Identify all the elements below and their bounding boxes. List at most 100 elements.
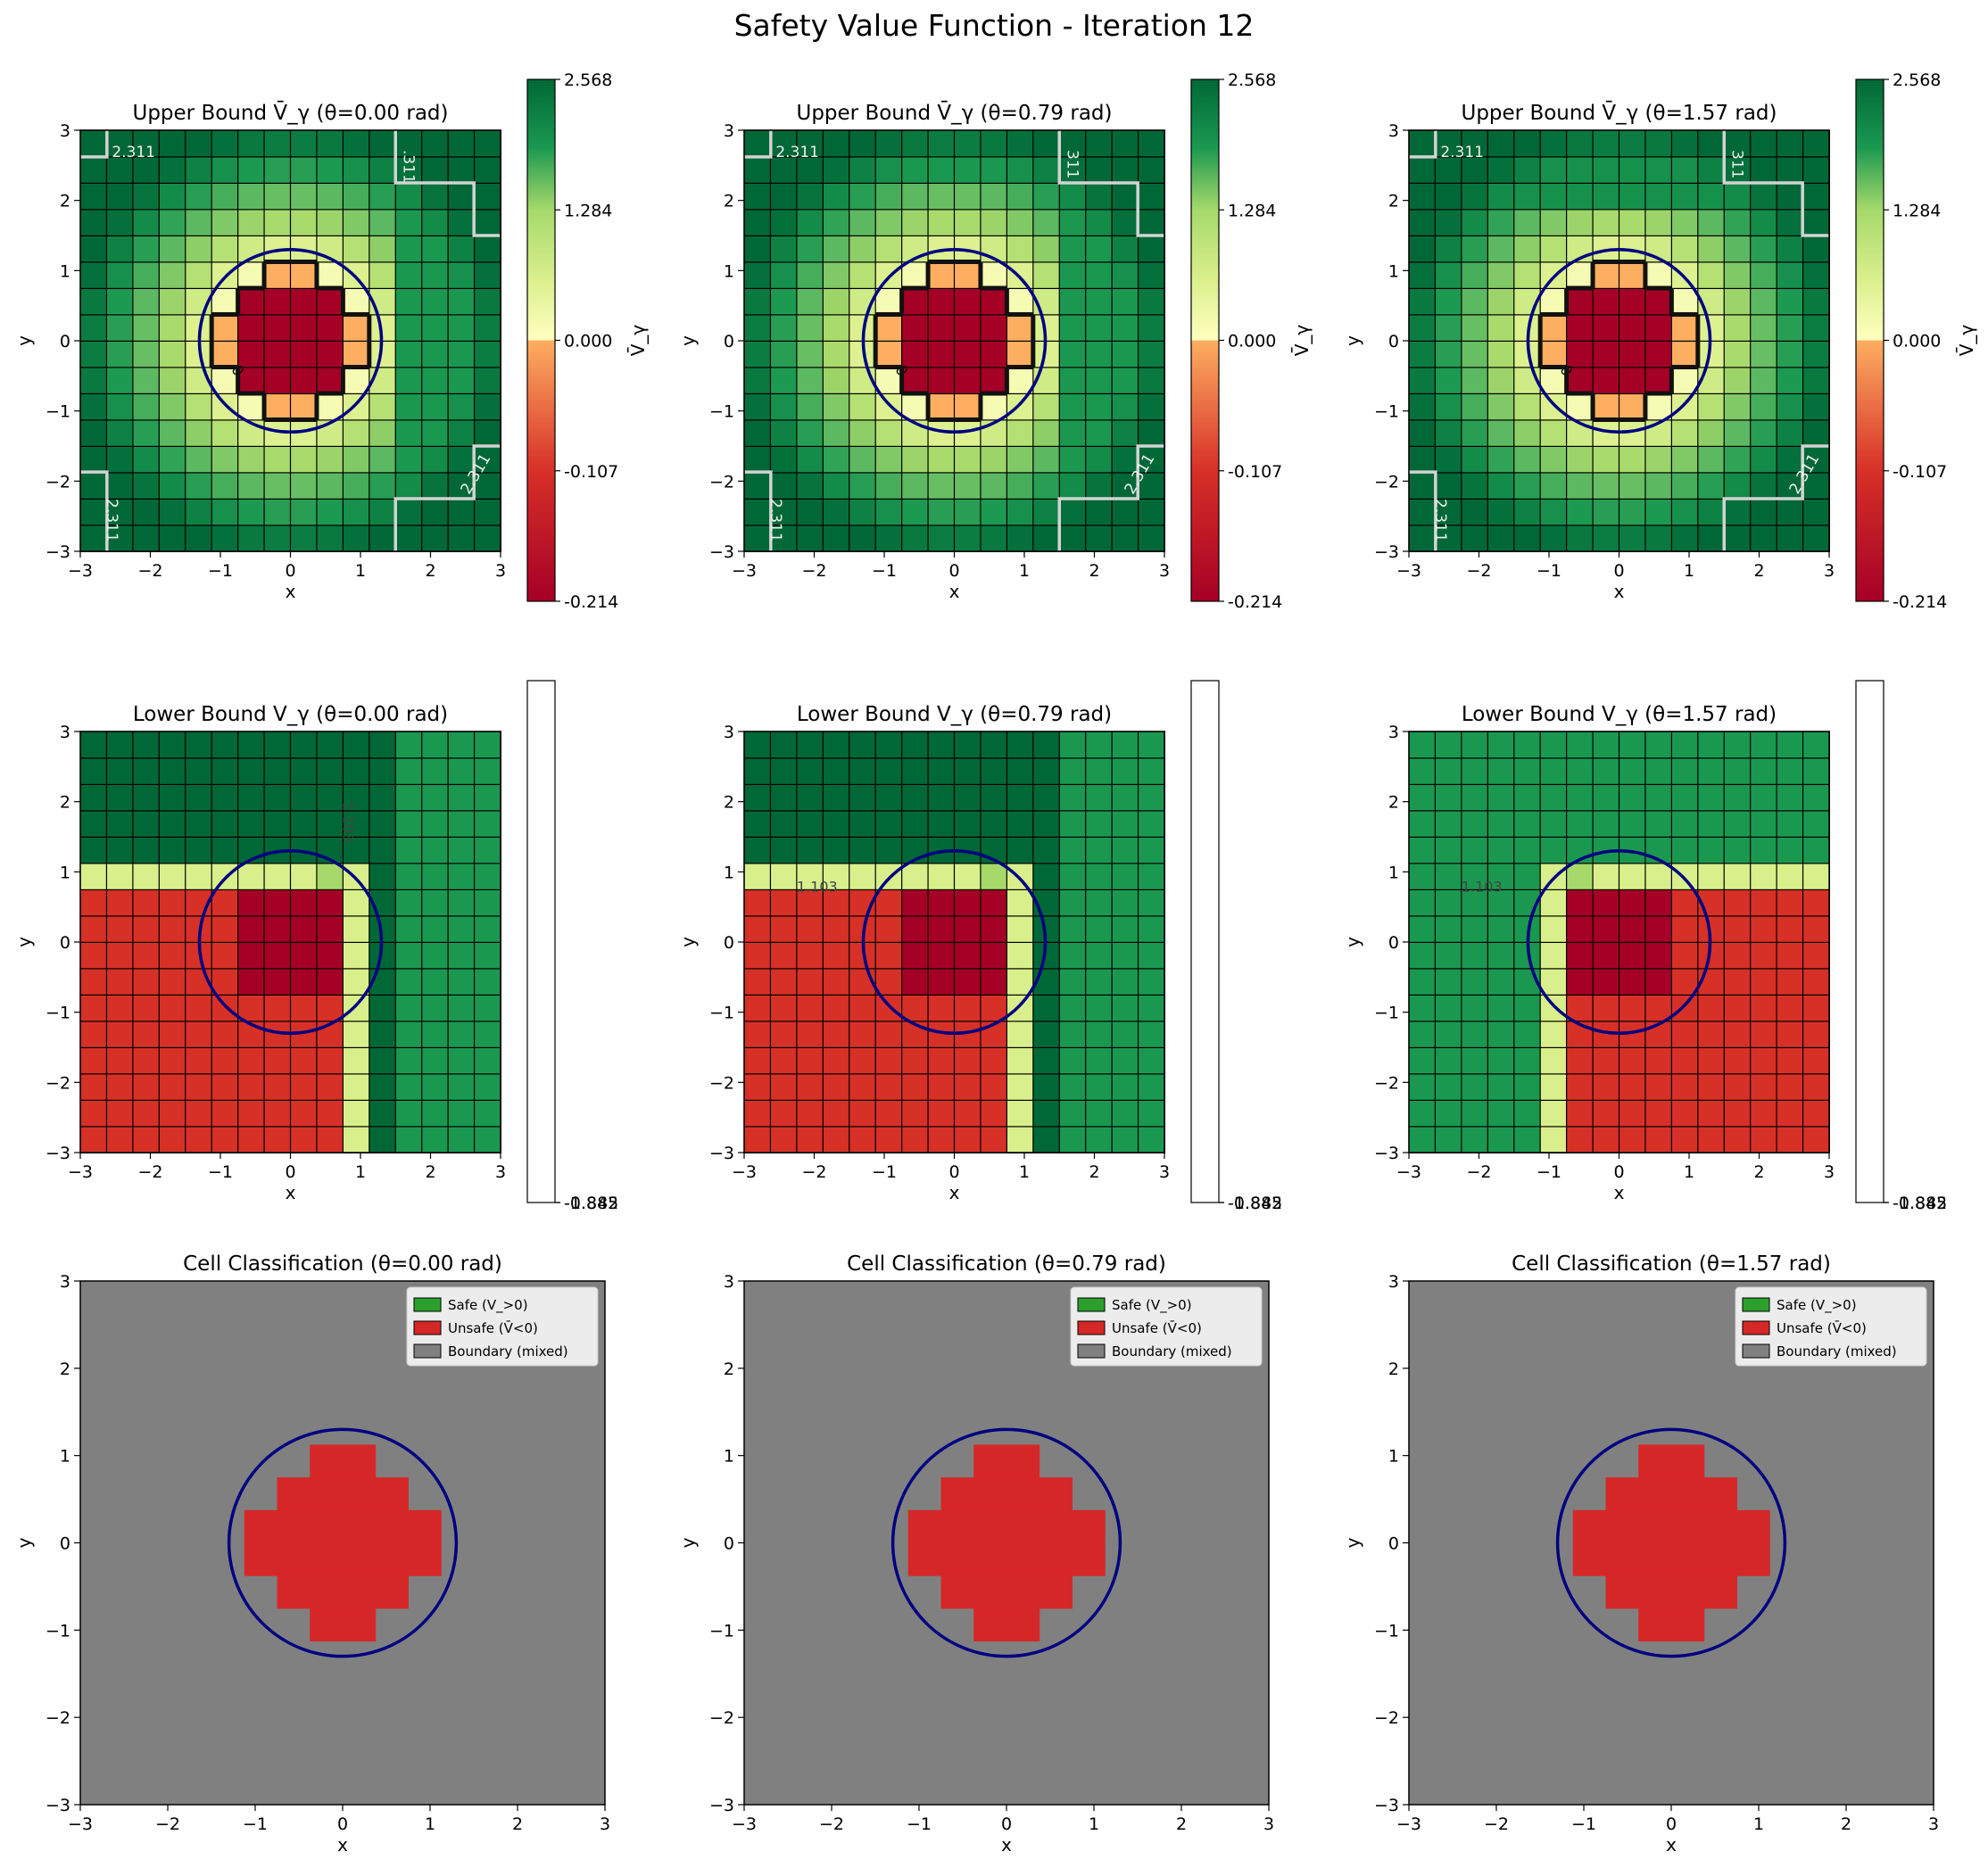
heatmap-cell: [263, 809, 292, 838]
y-axis-label: y: [1342, 937, 1363, 947]
heatmap-cell: [316, 366, 344, 394]
heatmap-cell: [185, 182, 213, 211]
heatmap-cell: [1802, 1046, 1830, 1075]
heatmap-cell: [1408, 287, 1437, 316]
heatmap-cell: [1592, 260, 1620, 289]
heatmap-cell: [1539, 731, 1568, 759]
heatmap-cell: [1802, 756, 1830, 785]
heatmap-cell: [1776, 836, 1804, 864]
colorbar-tick-label: -0.214: [564, 592, 618, 612]
heatmap-cell: [1802, 366, 1830, 394]
y-tick-label: 2: [1388, 1360, 1399, 1379]
y-tick-label: 3: [1388, 121, 1399, 141]
heatmap-cell: [1513, 836, 1542, 864]
heatmap-cell: [421, 967, 450, 996]
unsafe-cell: [1638, 1575, 1672, 1609]
heatmap-cell: [105, 994, 134, 1022]
heatmap-cell: [953, 471, 982, 500]
heatmap-cell: [1618, 809, 1646, 838]
heatmap-cell: [953, 498, 982, 526]
colorbar-tick-label: 0.000: [564, 332, 612, 351]
heatmap-cell: [1618, 366, 1646, 394]
heatmap-cell: [79, 260, 108, 289]
heatmap-cell: [1085, 445, 1114, 474]
heatmap-cell: [1434, 1099, 1462, 1128]
heatmap-cell: [796, 783, 824, 812]
heatmap-cell: [369, 1125, 397, 1153]
heatmap-cell: [473, 155, 501, 184]
heatmap-cell: [1461, 208, 1489, 236]
heatmap-cell: [1697, 445, 1726, 474]
heatmap-cell: [105, 756, 134, 785]
heatmap-cell: [822, 756, 850, 785]
heatmap-cell: [211, 756, 239, 785]
heatmap-cell: [342, 941, 370, 970]
heatmap-cell: [1408, 498, 1437, 526]
heatmap-cell: [158, 340, 186, 368]
heatmap-cell: [237, 809, 266, 838]
colorbar-tick-label: 1.284: [564, 201, 612, 220]
heatmap-cell: [1750, 445, 1778, 474]
colorbar: [526, 79, 556, 602]
heatmap-cell: [1750, 287, 1778, 316]
heatmap-cell: [79, 1072, 108, 1101]
heatmap-cell: [1434, 1020, 1462, 1048]
heatmap-cell: [342, 889, 370, 917]
heatmap-cell: [394, 182, 423, 211]
unsafe-cell: [1703, 1575, 1737, 1609]
heatmap-cell: [769, 1046, 798, 1075]
panel-title: Upper Bound V̄_γ (θ=1.57 rad): [1462, 100, 1777, 125]
heatmap-cell: [421, 471, 450, 500]
x-tick-label: 1: [355, 561, 366, 581]
heatmap-cell: [1802, 941, 1830, 970]
colorbar-label: V̄_γ: [1955, 325, 1977, 357]
x-tick-label: 1: [1684, 561, 1694, 581]
heatmap-cell: [1670, 783, 1699, 812]
x-tick-label: −1: [243, 1814, 268, 1834]
heatmap-cell: [158, 129, 186, 158]
heatmap-cell: [1618, 1046, 1646, 1075]
heatmap-cell: [394, 967, 423, 996]
heatmap-cell: [1566, 941, 1595, 970]
heatmap-cell: [1566, 445, 1595, 474]
heatmap-cell: [1802, 809, 1830, 838]
heatmap-cell: [927, 1099, 956, 1128]
heatmap-cell: [447, 235, 476, 263]
heatmap-cell: [1670, 1125, 1699, 1153]
panel-class-0: Safe (V_>0)Unsafe (V̄<0)Boundary (mixed)…: [13, 1252, 610, 1856]
heatmap-cell: [105, 862, 134, 890]
heatmap-cell: [1539, 418, 1568, 447]
y-axis-label: y: [677, 335, 699, 346]
heatmap-cell: [874, 1099, 903, 1128]
heatmap-cell: [1592, 783, 1620, 812]
heatmap-cell: [1802, 524, 1830, 552]
heatmap-cell: [1058, 889, 1087, 917]
heatmap-cell: [1750, 889, 1778, 917]
heatmap-cell: [1776, 967, 1804, 996]
heatmap-cell: [316, 809, 344, 838]
heatmap-cell: [1618, 994, 1646, 1022]
heatmap-cell: [421, 129, 450, 158]
heatmap-cell: [394, 260, 423, 289]
heatmap-cell: [1697, 260, 1726, 289]
heatmap-cell: [1513, 809, 1542, 838]
heatmap-cell: [79, 756, 108, 785]
heatmap-cell: [316, 471, 344, 500]
heatmap-cell: [849, 445, 877, 474]
heatmap-cell: [1058, 366, 1087, 394]
heatmap-cell: [263, 313, 292, 342]
heatmap-cell: [849, 498, 877, 526]
heatmap-cell: [1670, 235, 1699, 263]
heatmap-cell: [1566, 313, 1595, 342]
heatmap-cell: [822, 260, 850, 289]
heatmap-cell: [1111, 366, 1139, 394]
y-tick-label: −3: [46, 1796, 70, 1815]
heatmap-cell: [105, 1125, 134, 1153]
heatmap-cell: [1461, 366, 1489, 394]
heatmap-cell: [1461, 862, 1489, 890]
heatmap-cell: [1111, 783, 1139, 812]
y-tick-label: −3: [709, 1144, 734, 1163]
heatmap-cell: [158, 967, 186, 996]
heatmap-cell: [1032, 836, 1061, 864]
